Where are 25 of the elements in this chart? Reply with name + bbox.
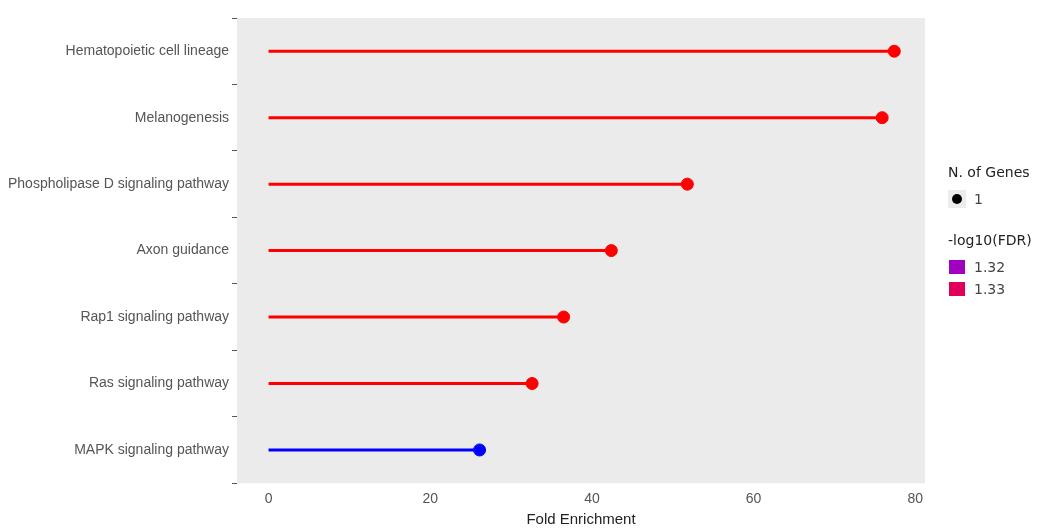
text: 1 [974, 191, 983, 207]
y-tick-label: Phospholipase D signaling pathway [7, 175, 230, 191]
point [875, 111, 889, 125]
point [604, 244, 618, 258]
point [887, 44, 901, 58]
x-tick-label: 80 [907, 490, 924, 507]
x-tick-label: 20 [422, 490, 439, 507]
y-tick-label: Melanogenesis [134, 108, 230, 125]
text: 1.33 [974, 281, 1006, 297]
point [525, 377, 539, 391]
point [680, 177, 694, 191]
y-tick-label: Rap1 signaling pathway [80, 307, 230, 324]
y-tick-label: MAPK signaling pathway [74, 440, 230, 457]
point [473, 443, 487, 457]
x-tick-label: 40 [584, 490, 600, 507]
y-tick-label: Hematopoietic cell lineage [65, 42, 230, 59]
x-tick-label: 0 [264, 490, 273, 507]
x-axis-title: Fold Enrichment [526, 510, 637, 528]
x-tick-label: 60 [745, 490, 762, 507]
y-tick-label: Axon guidance [136, 241, 230, 258]
text: N. of Genes [948, 164, 1031, 180]
text: 1.32 [974, 259, 1006, 275]
y-tick-label: Ras signaling pathway [88, 374, 230, 391]
point [557, 310, 571, 324]
text: -log10(FDR) [948, 232, 1032, 248]
